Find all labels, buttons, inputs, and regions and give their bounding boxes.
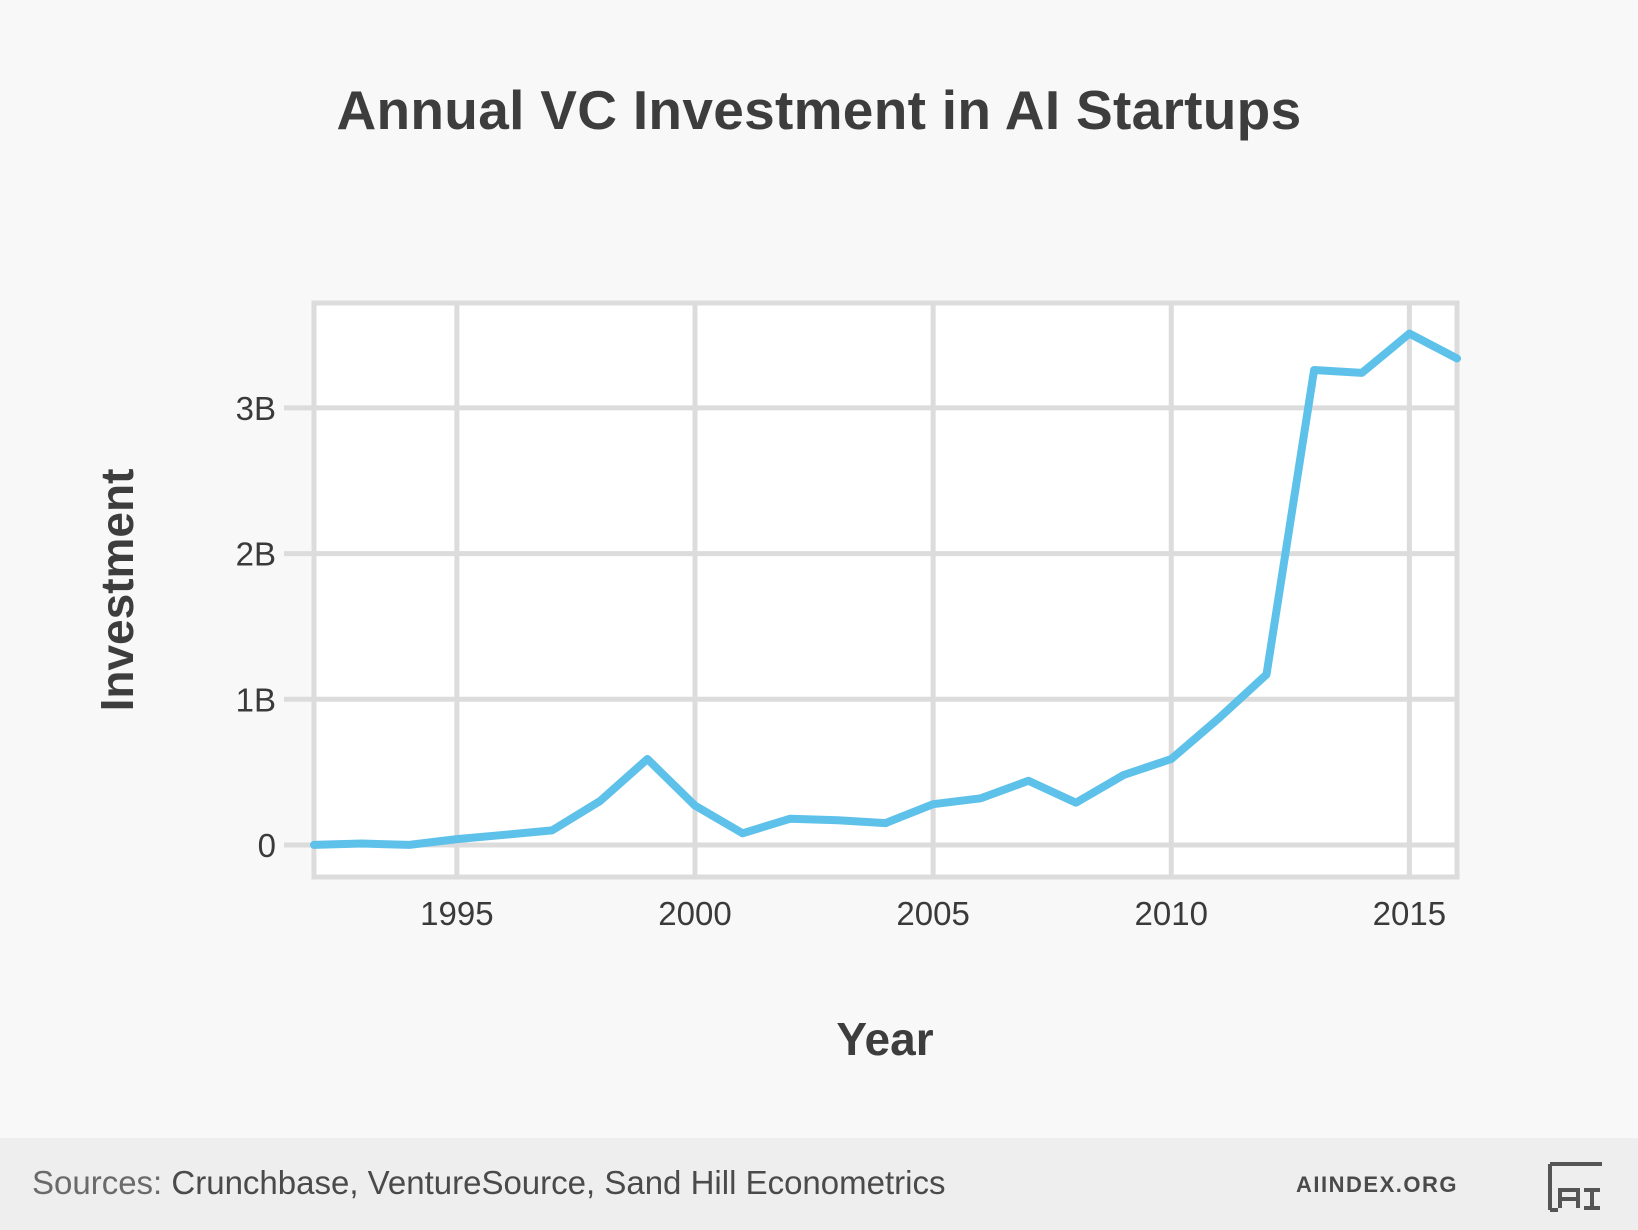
data-point: [930, 801, 937, 808]
site-label[interactable]: AIINDEX.ORG: [1296, 1172, 1458, 1197]
data-point: [1073, 799, 1079, 806]
data-point: [453, 836, 460, 843]
x-tick-label: 2005: [896, 895, 969, 932]
data-point: [882, 820, 889, 827]
data-point: [1168, 755, 1175, 762]
chart-title: Annual VC Investment in AI Startups: [336, 79, 1302, 141]
line-chart: 0 1B 2B 3B 1995 2000 2005 2010 2015 Investment Y…: [91, 300, 1461, 1065]
data-point: [501, 831, 508, 838]
data-point: [1358, 369, 1365, 376]
footer: Sources: Crunchbase, VentureSource, Sand…: [0, 1138, 1638, 1230]
x-axis-label: Year: [836, 1013, 933, 1065]
y-tick-label: 1B: [236, 681, 276, 718]
data-point: [834, 817, 841, 824]
data-point: [311, 841, 317, 848]
data-point: [549, 827, 556, 834]
data-point: [692, 802, 698, 809]
y-tick-label: 2B: [236, 536, 276, 573]
sources-text: Sources: Crunchbase, VentureSource, Sand…: [32, 1164, 945, 1202]
ai-index-logo-icon: [1548, 1162, 1602, 1212]
x-tick-label: 2015: [1373, 895, 1446, 932]
data-point: [406, 841, 413, 848]
data-point: [1311, 367, 1318, 374]
y-tick-label: 0: [258, 827, 276, 864]
data-point: [1120, 772, 1127, 779]
data-point: [1454, 355, 1460, 362]
data-point: [787, 815, 794, 822]
y-axis-label: Investment: [91, 469, 143, 712]
data-point: [1025, 777, 1032, 784]
x-tick-label: 1995: [420, 895, 493, 932]
x-tick-label: 2010: [1135, 895, 1208, 932]
x-tick-label: 2000: [658, 895, 731, 932]
sources-list: Crunchbase, VentureSource, Sand Hill Eco…: [171, 1164, 946, 1201]
sources-prefix: Sources:: [32, 1164, 163, 1201]
series-layer: [310, 329, 1461, 849]
plot-frame: [311, 300, 1460, 880]
data-point: [1263, 671, 1270, 678]
data-point: [1215, 715, 1222, 722]
axis-ticks: 0 1B 2B 3B 1995 2000 2005 2010 2015: [236, 390, 1446, 932]
grid-lines: [314, 303, 1457, 877]
data-point: [977, 795, 984, 802]
plot-background: [314, 303, 1457, 877]
data-point: [358, 840, 365, 847]
data-point: [644, 755, 651, 762]
data-point: [1406, 330, 1413, 337]
data-point: [596, 798, 603, 805]
y-tick-label: 3B: [236, 390, 276, 427]
data-point: [739, 830, 746, 837]
